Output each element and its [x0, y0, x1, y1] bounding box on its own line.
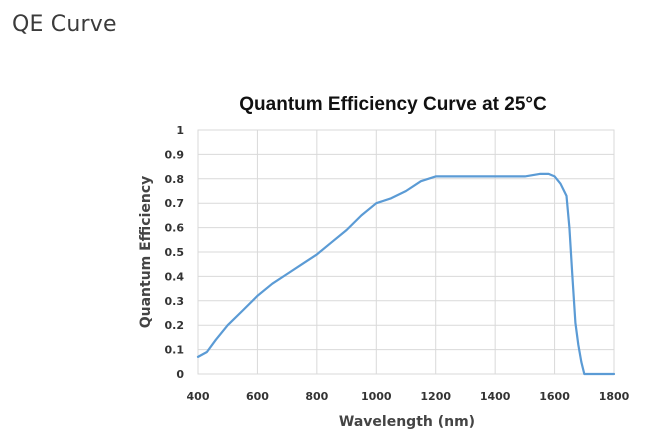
y-axis-ticks: 0 0.1 0.2 0.3 0.4 0.5 0.6 0.7 0.8 0.9 1 [165, 124, 185, 381]
y-tick-label: 0 [176, 368, 184, 381]
x-tick-label: 400 [187, 390, 210, 403]
x-tick-label: 600 [246, 390, 269, 403]
y-tick-label: 0.6 [165, 222, 185, 235]
x-tick-label: 1000 [361, 390, 392, 403]
y-tick-label: 0.4 [165, 270, 185, 283]
x-tick-label: 1800 [599, 390, 630, 403]
x-tick-label: 1400 [480, 390, 511, 403]
page-heading: QE Curve [12, 12, 117, 37]
series-line-quantum-efficiency [196, 172, 616, 376]
x-axis-ticks: 400 600 800 1000 1200 1400 1600 1800 [187, 390, 630, 403]
y-tick-label: 1 [176, 124, 184, 137]
x-tick-label: 1600 [539, 390, 570, 403]
x-tick-label: 1200 [420, 390, 451, 403]
y-axis-label: Quantum Efficiency [138, 176, 154, 329]
x-tick-label: 800 [305, 390, 328, 403]
plot-border [197, 129, 615, 375]
y-tick-label: 0.1 [165, 344, 185, 357]
grid [197, 129, 615, 375]
y-tick-label: 0.7 [165, 197, 185, 210]
y-tick-label: 0.9 [165, 148, 185, 161]
y-tick-label: 0.3 [165, 295, 185, 308]
chart-title: Quantum Efficiency Curve at 25°C [239, 94, 547, 115]
x-axis-label: Wavelength (nm) [339, 414, 475, 430]
y-tick-label: 0.8 [165, 173, 185, 186]
y-tick-label: 0.2 [165, 319, 185, 332]
y-tick-label: 0.5 [165, 246, 185, 259]
